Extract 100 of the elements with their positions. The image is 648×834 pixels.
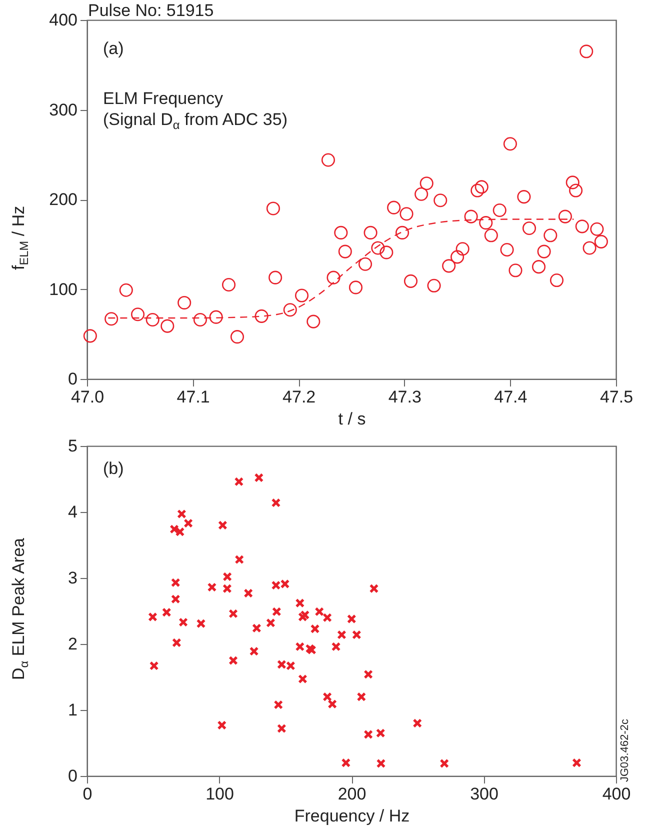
point	[338, 244, 352, 258]
point	[348, 280, 363, 294]
point	[376, 758, 386, 768]
x-axis-title: t / s	[338, 410, 366, 428]
point	[346, 614, 356, 624]
point	[412, 718, 422, 728]
x-tick-label: 47.2	[282, 388, 316, 406]
point	[337, 630, 346, 640]
point	[503, 137, 517, 151]
x-tick-label: 47.4	[494, 388, 528, 406]
point	[252, 624, 262, 633]
point	[440, 758, 449, 768]
point	[207, 582, 217, 592]
point	[222, 278, 236, 292]
point	[234, 554, 244, 564]
point	[298, 674, 308, 684]
text: JG03.462-2c	[619, 719, 631, 782]
annotation: (Signal D$_{α}$ from ADC 35)	[103, 110, 288, 132]
point	[228, 608, 238, 618]
x-tick-label: 0	[82, 784, 92, 804]
point	[456, 242, 470, 256]
point	[369, 584, 379, 594]
point	[170, 578, 180, 588]
point	[322, 692, 332, 702]
point	[310, 624, 320, 634]
point	[376, 728, 386, 738]
point	[295, 598, 305, 608]
point	[400, 207, 414, 221]
point	[172, 638, 182, 648]
point	[341, 758, 351, 768]
point	[178, 296, 192, 310]
point	[146, 313, 160, 327]
point	[532, 260, 546, 274]
x-tick-label: 47.5	[600, 388, 634, 406]
point	[131, 308, 145, 322]
point	[83, 329, 97, 343]
point	[268, 270, 282, 284]
point	[450, 250, 464, 264]
point	[380, 246, 394, 260]
point	[266, 618, 276, 628]
x-tick-label: 100	[206, 784, 234, 804]
text: Pulse No: 51915	[88, 1, 214, 20]
point	[148, 612, 158, 622]
point	[371, 241, 385, 255]
point	[160, 319, 174, 333]
point	[230, 330, 244, 344]
y-tick-label: 4	[68, 502, 78, 522]
x-tick-label: 47.3	[388, 388, 422, 406]
point	[196, 618, 206, 628]
x-axis-title: Frequency / Hz	[294, 806, 410, 826]
point	[582, 241, 596, 255]
y-tick-label: 0	[68, 766, 78, 786]
point	[479, 216, 493, 230]
point	[580, 44, 594, 58]
point	[492, 204, 506, 218]
point	[277, 724, 286, 734]
point	[272, 607, 282, 616]
point	[244, 588, 253, 598]
point	[575, 220, 589, 234]
point	[434, 194, 448, 208]
point	[283, 303, 297, 317]
point	[474, 180, 488, 194]
y-tick-label: 2	[68, 634, 78, 654]
point	[331, 642, 341, 652]
point	[234, 476, 244, 486]
point	[184, 518, 193, 528]
annotation: ELM Frequency	[103, 89, 223, 108]
annotation: (b)	[103, 459, 124, 478]
point	[334, 226, 348, 240]
point	[352, 630, 362, 640]
point	[569, 184, 583, 198]
point	[364, 226, 378, 240]
y-tick-label: 100	[49, 280, 78, 299]
point	[590, 222, 604, 236]
point	[321, 153, 335, 167]
point	[193, 313, 207, 327]
point	[508, 264, 522, 278]
point	[484, 228, 498, 242]
y-tick-label: 0	[68, 370, 78, 388]
point	[298, 612, 308, 622]
point	[266, 202, 280, 216]
point	[364, 730, 373, 740]
point	[104, 312, 118, 326]
point	[517, 190, 531, 204]
point	[314, 607, 324, 616]
point	[177, 509, 186, 519]
point	[218, 520, 228, 530]
point	[572, 758, 582, 768]
point	[537, 244, 551, 258]
point	[119, 283, 133, 297]
point	[414, 187, 428, 201]
point	[322, 612, 332, 622]
point	[566, 176, 580, 190]
x-tick-label: 200	[338, 784, 366, 804]
point	[162, 608, 172, 617]
point	[550, 274, 564, 288]
point	[470, 184, 484, 198]
point	[178, 618, 188, 627]
point	[404, 274, 418, 288]
y-tick-label: 200	[49, 190, 78, 209]
